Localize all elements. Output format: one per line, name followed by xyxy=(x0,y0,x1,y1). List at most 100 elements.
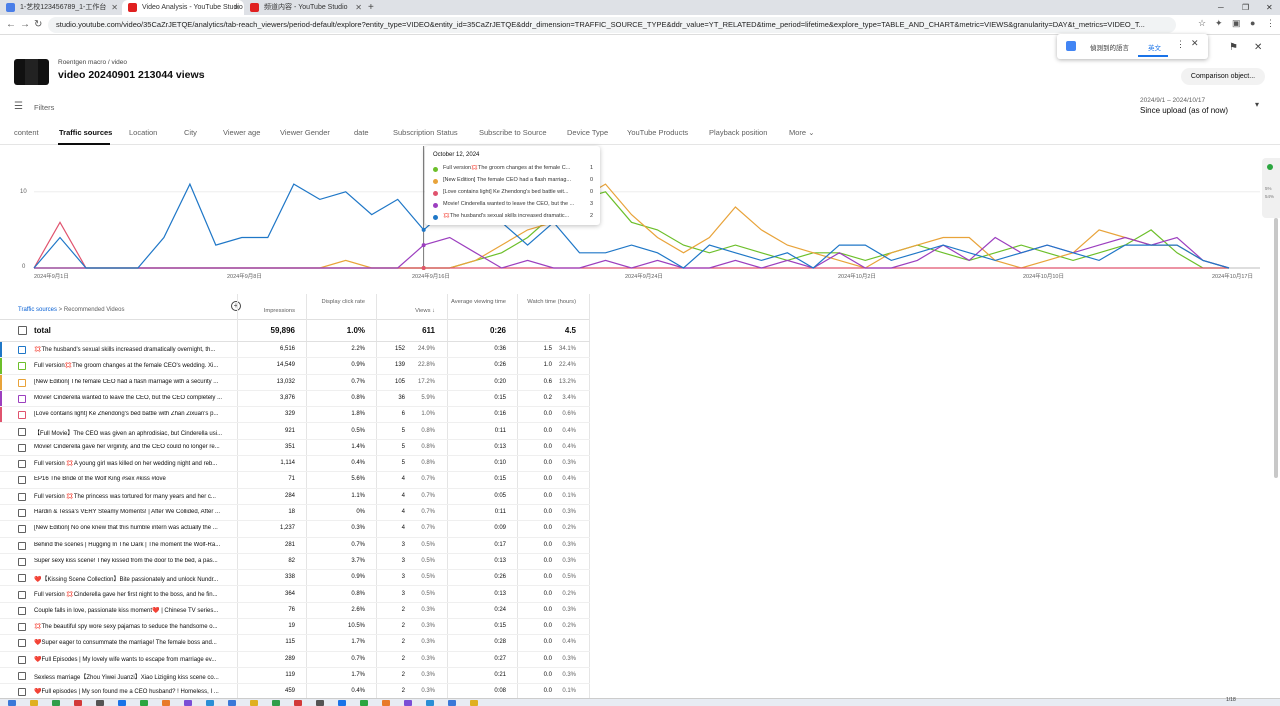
table-row[interactable]: Super sexy kiss scene! They kissed from … xyxy=(0,554,590,571)
row-checkbox[interactable] xyxy=(18,639,26,648)
table-row[interactable]: Full version💢The groom changes at the fe… xyxy=(0,358,590,375)
tab-city[interactable]: City xyxy=(184,128,197,137)
close-analytics-icon[interactable]: ✕ xyxy=(1254,42,1263,53)
add-column-icon[interactable]: + xyxy=(231,301,241,311)
table-row[interactable]: 💢The husband's sexual skills increased d… xyxy=(0,342,590,359)
video-title-link[interactable]: Hardin & Tessa's VERY Steamy Moments! | … xyxy=(34,509,221,515)
video-title-link[interactable]: Full version💢The groom changes at the fe… xyxy=(34,363,219,370)
address-bar[interactable]: studio.youtube.com/video/35CaZrJETQE/ana… xyxy=(48,17,1176,33)
video-title-link[interactable]: Super sexy kiss scene! They kissed from … xyxy=(34,557,218,564)
date-range-label[interactable]: 2024/9/1 – 2024/10/17 xyxy=(1140,97,1206,104)
video-title-link[interactable]: Movie! Cinderella gave her virginity, an… xyxy=(34,443,220,450)
translate-close-icon[interactable]: ✕ xyxy=(1191,38,1199,48)
taskbar-app-icon[interactable] xyxy=(448,700,456,706)
video-title-link[interactable]: ❤️Super eager to consummate the marriage… xyxy=(34,640,217,647)
video-title-link[interactable]: 💢The husband's sexual skills increased d… xyxy=(34,347,216,353)
row-checkbox[interactable] xyxy=(18,590,26,599)
select-all-checkbox[interactable] xyxy=(18,326,27,335)
column-header-watch-time[interactable]: Watch time (hours) xyxy=(527,299,576,305)
new-tab-button[interactable]: + xyxy=(368,2,374,13)
taskbar-app-icon[interactable] xyxy=(316,700,324,706)
video-title-link[interactable]: [New Edition] No one knew that this humb… xyxy=(34,525,218,532)
table-row[interactable]: 💢The beautiful spy wore sexy pajamas to … xyxy=(0,619,590,636)
video-title-link[interactable]: Couple falls in love, passionate kiss mo… xyxy=(34,607,219,614)
taskbar-app-icon[interactable] xyxy=(140,700,148,706)
bookmark-star-icon[interactable]: ☆ xyxy=(1198,18,1207,28)
chrome-menu-icon[interactable]: ⋮ xyxy=(1266,18,1275,28)
taskbar-app-icon[interactable] xyxy=(250,700,258,706)
tab-location[interactable]: Location xyxy=(129,128,158,137)
taskbar-app-icon[interactable] xyxy=(360,700,368,706)
table-row[interactable]: Movie! Cinderella gave her virginity, an… xyxy=(0,440,590,457)
tab-playback-position[interactable]: Playback position xyxy=(709,128,768,137)
taskbar-app-icon[interactable] xyxy=(228,700,236,706)
tab-subscription-status[interactable]: Subscription Status xyxy=(393,128,458,137)
taskbar-app-icon[interactable] xyxy=(294,700,302,706)
traffic-sources-link[interactable]: Traffic sources xyxy=(18,307,58,313)
taskbar-app-icon[interactable] xyxy=(272,700,280,706)
translate-more-icon[interactable]: ⋮ xyxy=(1176,39,1185,49)
video-title-link[interactable]: Sexless marriage【Zhou Yiwei Juanzi】Xiao … xyxy=(34,675,219,681)
row-checkbox[interactable] xyxy=(18,509,26,517)
table-row[interactable]: ❤️Super eager to consummate the marriage… xyxy=(0,635,590,652)
tab-viewer-age[interactable]: Viewer age xyxy=(223,128,261,137)
video-title-link[interactable]: EP16 The Bride of the Wolf King #sex #ki… xyxy=(34,476,166,483)
video-title-link[interactable]: 💢The beautiful spy wore sexy pajamas to … xyxy=(34,624,218,631)
table-row[interactable]: [New Edition] The female CEO had a flash… xyxy=(0,374,590,391)
table-row[interactable]: [Love contains light] Ke Zhendong's bed … xyxy=(0,407,590,424)
row-checkbox[interactable] xyxy=(18,688,26,697)
row-checkbox[interactable] xyxy=(18,525,26,534)
video-title-link[interactable]: 【Full Movie】The CEO was given an aphrodi… xyxy=(34,430,223,437)
row-checkbox[interactable] xyxy=(18,362,26,371)
tab-youtube-products[interactable]: YouTube Products xyxy=(627,128,689,137)
extensions-icon[interactable]: ✦ xyxy=(1215,18,1223,28)
video-title-link[interactable]: ❤️Full episodes | My son found me a CEO … xyxy=(34,689,219,696)
comparison-button[interactable]: Comparison object... xyxy=(1181,68,1265,85)
row-checkbox[interactable] xyxy=(18,541,26,550)
video-title-link[interactable]: [New Edition] The female CEO had a flash… xyxy=(34,378,219,385)
video-title-link[interactable]: Full version 💢The princess was tortured … xyxy=(34,493,216,500)
sidepanel-icon[interactable]: ▣ xyxy=(1232,18,1241,28)
video-title-link[interactable]: ❤️Full Episodes | My lovely wife wants t… xyxy=(34,656,217,663)
taskbar-app-icon[interactable] xyxy=(30,700,38,706)
date-range-value[interactable]: Since upload (as of now) xyxy=(1140,106,1229,115)
row-checkbox[interactable] xyxy=(18,460,26,469)
table-row[interactable]: Behind the scenes | Hugging In The Dark … xyxy=(0,538,590,554)
taskbar-app-icon[interactable] xyxy=(8,700,16,706)
video-title-link[interactable]: Behind the scenes | Hugging In The Dark … xyxy=(34,541,221,548)
table-row[interactable]: 【Full Movie】The CEO was given an aphrodi… xyxy=(0,424,590,440)
breadcrumb[interactable]: Roentgen macro / video xyxy=(58,59,128,66)
realtime-side-panel[interactable]: 5% 54% xyxy=(1262,158,1280,218)
close-tab-icon[interactable]: ✕ xyxy=(355,3,362,12)
detected-language-option[interactable]: 偵測到的語言 xyxy=(1090,45,1129,52)
taskbar-app-icon[interactable] xyxy=(206,700,214,706)
close-tab-icon[interactable]: ✕ xyxy=(233,3,240,12)
taskbar-app-icon[interactable] xyxy=(338,700,346,706)
table-row[interactable]: Sexless marriage【Zhou Yiwei Juanzi】Xiao … xyxy=(0,668,590,685)
tab-more[interactable]: More ⌄ xyxy=(789,128,814,137)
chevron-down-icon[interactable]: ▾ xyxy=(1255,100,1260,109)
row-checkbox[interactable] xyxy=(18,606,26,615)
video-title-link[interactable]: Movie! Cinderella wanted to leave the CE… xyxy=(34,394,223,401)
row-checkbox[interactable] xyxy=(18,411,26,420)
table-row[interactable]: Full version 💢Cinderella gave her first … xyxy=(0,587,590,603)
row-checkbox[interactable] xyxy=(18,443,26,452)
video-title-link[interactable]: Full version 💢Cinderella gave her first … xyxy=(34,591,218,598)
table-row[interactable]: EP16 The Bride of the Wolf King #sex #ki… xyxy=(0,472,590,489)
row-checkbox[interactable] xyxy=(18,623,26,632)
tab-subscribe-to-source[interactable]: Subscribe to Source xyxy=(479,128,547,137)
column-header-ctr[interactable]: Display click rate xyxy=(321,299,366,305)
taskbar-app-icon[interactable] xyxy=(162,700,170,706)
taskbar-app-icon[interactable] xyxy=(118,700,126,706)
taskbar-app-icon[interactable] xyxy=(52,700,60,706)
video-title-link[interactable]: ❤️【Kissing Scene Collection】Bite passion… xyxy=(34,577,219,584)
row-checkbox[interactable] xyxy=(18,655,26,664)
tab-viewer-gender[interactable]: Viewer Gender xyxy=(280,128,330,137)
table-row[interactable]: Full version 💢A young girl was killed on… xyxy=(0,456,590,473)
column-header-average-viewing-time[interactable]: Average viewing time xyxy=(451,299,506,305)
video-title-link[interactable]: Full version 💢A young girl was killed on… xyxy=(34,461,218,468)
reload-icon[interactable]: ↻ xyxy=(34,19,43,30)
tab-date[interactable]: date xyxy=(354,128,369,137)
table-row[interactable]: Movie! Cinderella wanted to leave the CE… xyxy=(0,390,590,408)
profile-icon[interactable]: ● xyxy=(1250,18,1256,28)
